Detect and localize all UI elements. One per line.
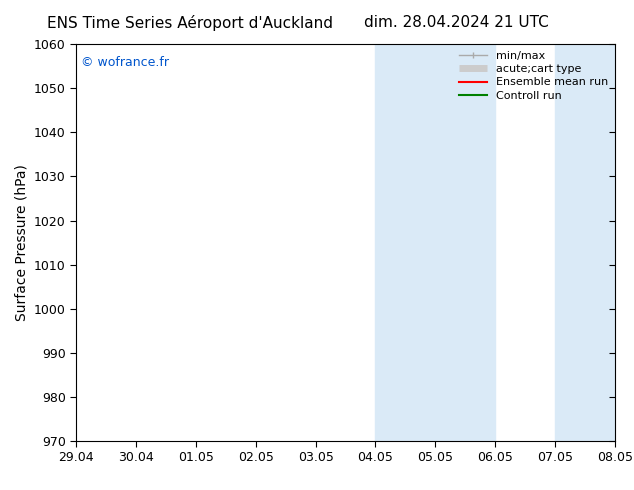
Legend: min/max, acute;cart type, Ensemble mean run, Controll run: min/max, acute;cart type, Ensemble mean …	[455, 47, 612, 105]
Bar	[555, 44, 634, 441]
Text: dim. 28.04.2024 21 UTC: dim. 28.04.2024 21 UTC	[364, 15, 549, 30]
Y-axis label: Surface Pressure (hPa): Surface Pressure (hPa)	[14, 164, 29, 321]
Text: ENS Time Series Aéroport d'Auckland: ENS Time Series Aéroport d'Auckland	[47, 15, 333, 31]
Bar	[375, 44, 495, 441]
Text: © wofrance.fr: © wofrance.fr	[81, 56, 169, 69]
